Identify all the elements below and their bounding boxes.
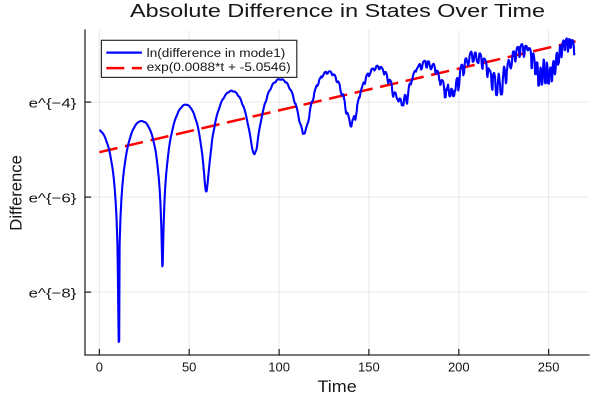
svg-text:e^{−8}: e^{−8} <box>29 285 77 300</box>
svg-text:ln(difference in mode1): ln(difference in mode1) <box>147 46 286 60</box>
svg-text:150: 150 <box>358 359 380 374</box>
svg-text:200: 200 <box>448 359 470 374</box>
svg-text:exp(0.0088*t + -5.0546): exp(0.0088*t + -5.0546) <box>147 60 291 74</box>
svg-text:Absolute Difference in States: Absolute Difference in States Over Time <box>130 1 545 21</box>
svg-text:250: 250 <box>538 359 560 374</box>
svg-text:e^{−6}: e^{−6} <box>29 190 77 205</box>
svg-text:e^{−4}: e^{−4} <box>29 95 77 110</box>
svg-text:100: 100 <box>268 359 290 374</box>
svg-text:50: 50 <box>182 359 196 374</box>
svg-text:Time: Time <box>318 377 357 396</box>
svg-text:Difference: Difference <box>6 155 25 231</box>
svg-text:0: 0 <box>96 359 103 374</box>
